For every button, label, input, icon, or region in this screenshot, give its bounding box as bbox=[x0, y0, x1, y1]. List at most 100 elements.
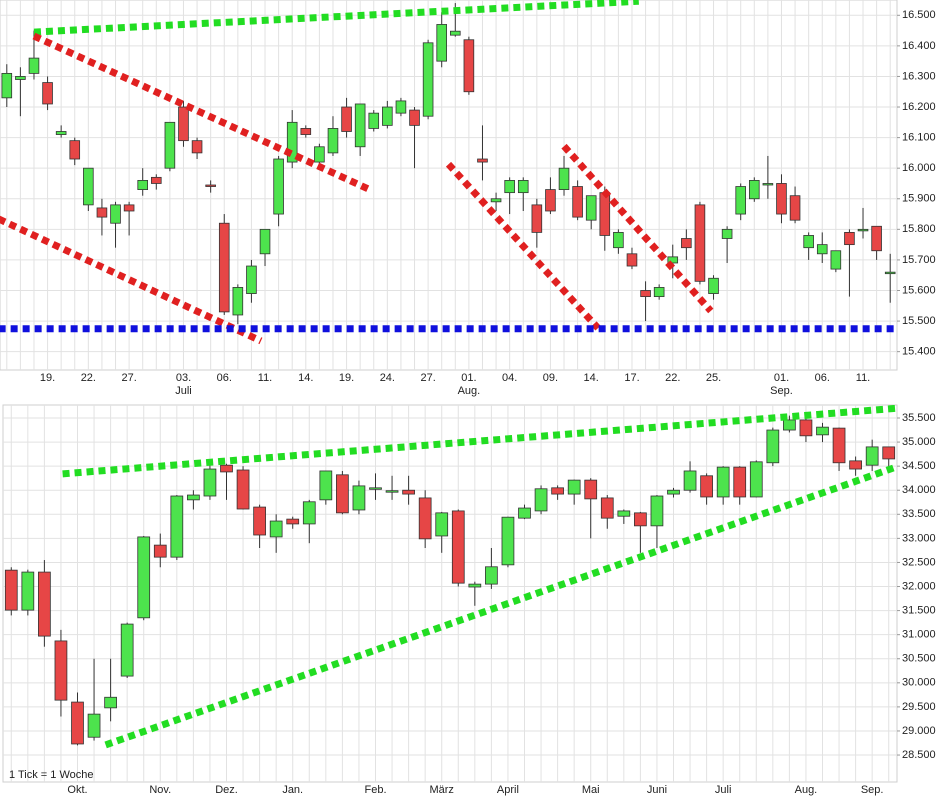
y-tick-label: 33.500 bbox=[902, 508, 936, 520]
y-tick-label: 35.000 bbox=[902, 436, 936, 448]
candle-body bbox=[599, 192, 611, 236]
candle-body bbox=[653, 287, 665, 298]
candle-body bbox=[382, 106, 393, 126]
candle-body bbox=[681, 238, 692, 249]
candle-body bbox=[882, 446, 896, 460]
x-tick-label: Mai bbox=[582, 784, 600, 796]
candle-body bbox=[187, 494, 200, 501]
y-tick-label: 30.500 bbox=[902, 653, 936, 665]
candle-body bbox=[409, 109, 420, 126]
y-tick-label: 16.100 bbox=[902, 132, 936, 144]
x-tick-label: 14. bbox=[298, 372, 313, 384]
x-tick-label: Juni bbox=[647, 784, 667, 796]
x-tick-label: Dez. bbox=[215, 784, 238, 796]
candle-body bbox=[766, 429, 780, 464]
y-tick-label: 30.000 bbox=[902, 677, 936, 689]
x-month-label: Juli bbox=[175, 385, 192, 397]
candle-body bbox=[259, 228, 271, 255]
candle-body bbox=[1, 72, 13, 99]
candle-body bbox=[450, 30, 461, 36]
y-tick-label: 29.000 bbox=[902, 725, 936, 737]
candle-body bbox=[21, 571, 35, 611]
candle-body bbox=[55, 131, 67, 135]
candle-body bbox=[762, 183, 774, 186]
candle-body bbox=[531, 204, 543, 233]
candle-body bbox=[286, 121, 298, 163]
plot bbox=[0, 0, 897, 370]
x-tick-label: 11. bbox=[856, 372, 870, 384]
candle-body bbox=[504, 180, 515, 194]
x-tick-label: Nov. bbox=[149, 784, 171, 796]
plot-area bbox=[2, 404, 898, 783]
candle-body bbox=[153, 544, 167, 558]
y-tick-label: 15.900 bbox=[902, 193, 936, 205]
candle-body bbox=[716, 466, 730, 498]
x-tick-label: 22. bbox=[665, 372, 680, 384]
candle-body bbox=[236, 469, 250, 510]
candle-body bbox=[354, 103, 366, 148]
candle-body bbox=[463, 39, 475, 93]
x-tick-label: 17. bbox=[624, 372, 639, 384]
candle-body bbox=[151, 176, 162, 184]
trend-line bbox=[33, 0, 639, 36]
candle-body bbox=[613, 231, 624, 249]
candle-body bbox=[269, 520, 283, 538]
candle-body bbox=[558, 167, 570, 190]
candle-body bbox=[518, 507, 531, 519]
candle-body bbox=[490, 198, 502, 203]
candle-body bbox=[832, 427, 846, 464]
candle-body bbox=[369, 487, 382, 490]
x-tick-label: April bbox=[497, 784, 519, 796]
candle-body bbox=[735, 186, 746, 215]
candle-body bbox=[816, 244, 828, 255]
candle-body bbox=[352, 485, 366, 511]
candle-body bbox=[123, 204, 135, 212]
candle-body bbox=[402, 489, 415, 495]
y-tick-label: 28.500 bbox=[902, 749, 936, 761]
candle-body bbox=[799, 419, 813, 437]
candle-body bbox=[534, 488, 548, 512]
x-tick-label: 27. bbox=[121, 372, 136, 384]
candle-body bbox=[584, 479, 598, 500]
candle-body bbox=[42, 82, 53, 105]
y-tick-label: 32.000 bbox=[902, 580, 936, 592]
x-month-label: Sep. bbox=[770, 385, 793, 397]
candle-body bbox=[15, 76, 26, 80]
trend-line bbox=[0, 215, 263, 345]
plot-area bbox=[0, 0, 898, 371]
candle-body bbox=[253, 506, 266, 536]
x-tick-label: 27. bbox=[420, 372, 435, 384]
candle-body bbox=[137, 180, 148, 190]
x-tick-label: 22. bbox=[81, 372, 96, 384]
candle-body bbox=[600, 497, 614, 519]
candle-body bbox=[871, 225, 882, 252]
candle-body bbox=[485, 566, 498, 585]
candle-body bbox=[83, 167, 94, 206]
x-month-label: Aug. bbox=[458, 385, 481, 397]
x-tick-label: 24. bbox=[380, 372, 395, 384]
candle-body bbox=[336, 474, 349, 514]
candle-body bbox=[626, 253, 638, 267]
plot bbox=[3, 405, 897, 782]
candle-body bbox=[4, 569, 18, 611]
candle-body bbox=[54, 640, 68, 701]
candle-body bbox=[368, 112, 380, 129]
y-tick-label: 35.500 bbox=[902, 412, 936, 424]
trend-line bbox=[62, 405, 897, 478]
candle-body bbox=[220, 464, 233, 473]
y-tick-label: 29.500 bbox=[902, 701, 936, 713]
candle-body bbox=[776, 183, 787, 215]
candle-body bbox=[87, 713, 101, 738]
candle-body bbox=[418, 497, 432, 540]
candle-body bbox=[865, 446, 879, 466]
x-tick-label: 01. bbox=[461, 372, 476, 384]
x-tick-label: 01. bbox=[774, 372, 789, 384]
candle-body bbox=[650, 495, 664, 527]
candle-body bbox=[721, 228, 733, 239]
candle-body bbox=[120, 623, 134, 677]
x-tick-label: 14. bbox=[584, 372, 599, 384]
candle-body bbox=[314, 146, 325, 163]
candle-body bbox=[137, 536, 151, 619]
candle-body bbox=[191, 140, 203, 154]
candle-body bbox=[96, 207, 108, 218]
